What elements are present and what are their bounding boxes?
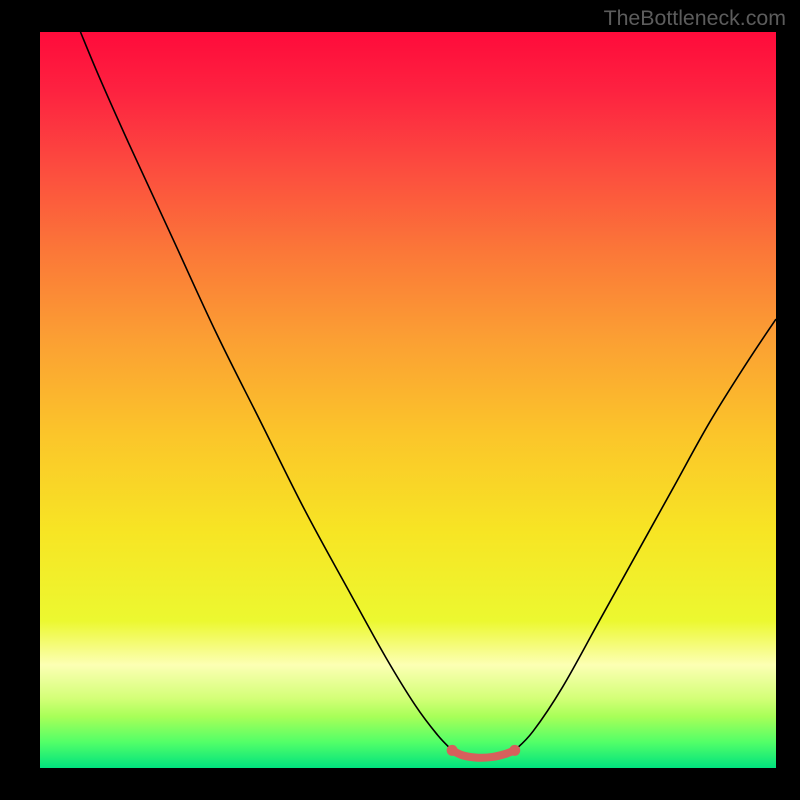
plot-background	[40, 32, 776, 768]
valley-endpoint-left	[447, 745, 458, 756]
chart-svg	[0, 0, 800, 800]
bottleneck-chart: TheBottleneck.com	[0, 0, 800, 800]
valley-endpoint-right	[509, 745, 520, 756]
